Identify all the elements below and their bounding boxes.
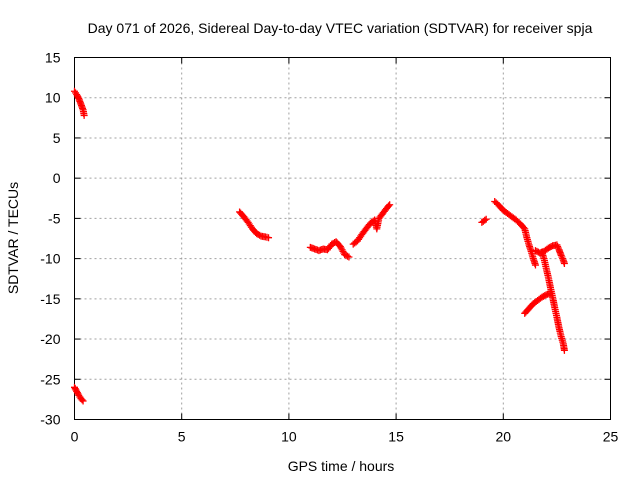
y-tick-label: 5 — [53, 130, 61, 146]
data-point — [558, 253, 566, 261]
x-tick-label: 25 — [603, 429, 619, 445]
y-tick-label: -30 — [40, 412, 60, 428]
data-point — [386, 201, 394, 209]
y-tick-label: -25 — [40, 371, 60, 387]
data-point — [385, 202, 393, 210]
data-points — [71, 87, 568, 405]
x-axis-label: GPS time / hours — [288, 458, 395, 474]
data-point — [79, 397, 87, 405]
x-tick-label: 15 — [388, 429, 404, 445]
data-point — [481, 216, 489, 224]
data-point — [78, 396, 86, 404]
y-axis-label: SDTVAR / TECUs — [5, 182, 21, 294]
x-tick-label: 0 — [71, 429, 79, 445]
data-point — [531, 261, 539, 269]
data-point — [265, 234, 273, 242]
y-tick-label: 0 — [53, 170, 61, 186]
data-point — [560, 346, 568, 354]
axis-ticks: 0 5 10 15 20 25 15 10 5 0 -5 -10 -15 -20 -25 -30 — [40, 50, 618, 445]
y-tick-label: -5 — [48, 210, 61, 226]
data-point — [554, 243, 562, 251]
grid — [74, 57, 611, 420]
y-tick-label: -10 — [40, 251, 60, 267]
data-point — [557, 251, 565, 259]
chart-title: Day 071 of 2026, Sidereal Day-to-day VTE… — [88, 20, 593, 36]
y-tick-label: -15 — [40, 291, 60, 307]
x-tick-label: 5 — [178, 429, 186, 445]
data-point — [559, 255, 567, 263]
data-point — [345, 253, 353, 261]
y-tick-label: -20 — [40, 331, 60, 347]
data-point — [554, 244, 562, 252]
y-tick-label: 15 — [45, 50, 61, 66]
data-point — [344, 252, 352, 260]
plot-frame — [74, 57, 611, 420]
data-point — [553, 241, 561, 249]
y-tick-label: 10 — [45, 90, 61, 106]
data-point — [482, 215, 490, 223]
data-point — [560, 259, 568, 267]
x-tick-label: 10 — [281, 429, 297, 445]
x-tick-label: 20 — [496, 429, 512, 445]
data-point — [80, 111, 88, 119]
